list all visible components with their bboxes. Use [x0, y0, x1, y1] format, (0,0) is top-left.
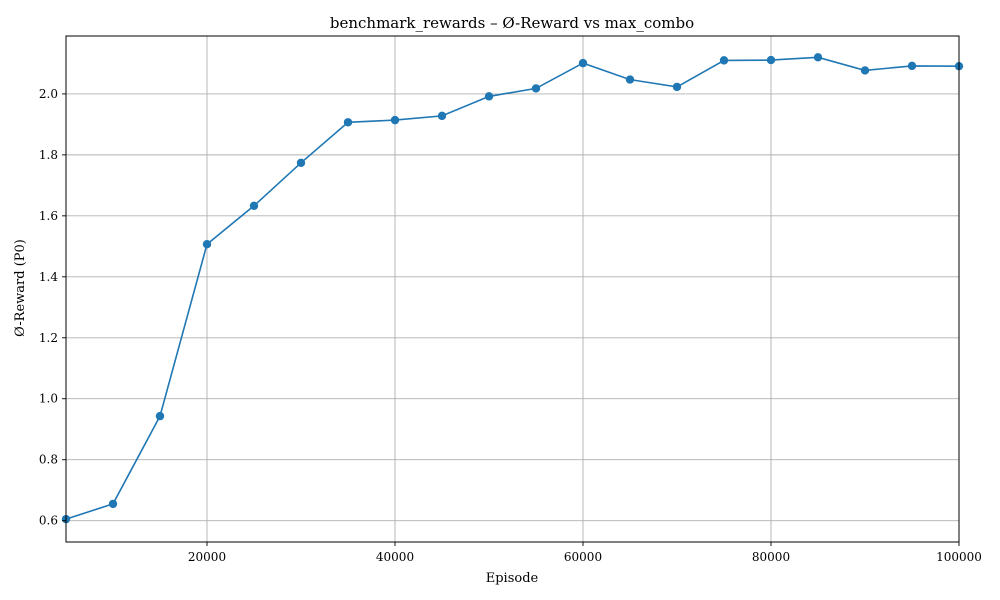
x-tick-label: 20000 — [188, 550, 226, 564]
data-point — [202, 239, 212, 249]
x-tick-label: 80000 — [752, 550, 790, 564]
data-point — [907, 61, 917, 71]
y-tick-label: 0.6 — [39, 514, 58, 528]
y-tick-label: 1.0 — [39, 392, 58, 406]
data-point — [719, 56, 729, 65]
data-point — [860, 66, 870, 75]
plot-frame — [65, 35, 960, 543]
data-point — [484, 92, 494, 101]
y-tick-label: 1.2 — [39, 331, 58, 345]
data-point — [766, 55, 776, 65]
y-axis-label: Ø-Reward (P0) — [13, 239, 28, 337]
data-point — [296, 158, 306, 168]
y-tick-label: 2.0 — [39, 87, 58, 101]
data-point — [437, 111, 447, 121]
data-point — [813, 53, 823, 62]
x-axis-label: Episode — [486, 571, 539, 586]
data-point — [531, 84, 541, 93]
data-point — [155, 411, 165, 421]
chart-title: benchmark_rewards – Ø-Reward vs max_comb… — [330, 14, 694, 32]
y-tick-label: 1.8 — [39, 148, 58, 162]
x-tick-label: 60000 — [564, 550, 602, 564]
data-point — [390, 115, 400, 125]
ticks: 20000 40000 60000 80000 100000 0.6 0.8 1.0 1.2 1.… — [39, 87, 982, 564]
series-line — [65, 56, 960, 520]
data-point — [343, 118, 353, 127]
data-point — [672, 82, 682, 92]
data-point — [108, 499, 118, 509]
y-tick-label: 1.6 — [39, 209, 58, 223]
data-point — [625, 75, 635, 84]
y-tick-label: 0.8 — [39, 453, 58, 467]
series-layer — [61, 53, 964, 524]
data-point — [578, 58, 588, 68]
data-point — [249, 201, 259, 210]
x-tick-label: 100000 — [936, 550, 982, 564]
y-tick-label: 1.4 — [39, 270, 58, 284]
x-tick-label: 40000 — [376, 550, 414, 564]
